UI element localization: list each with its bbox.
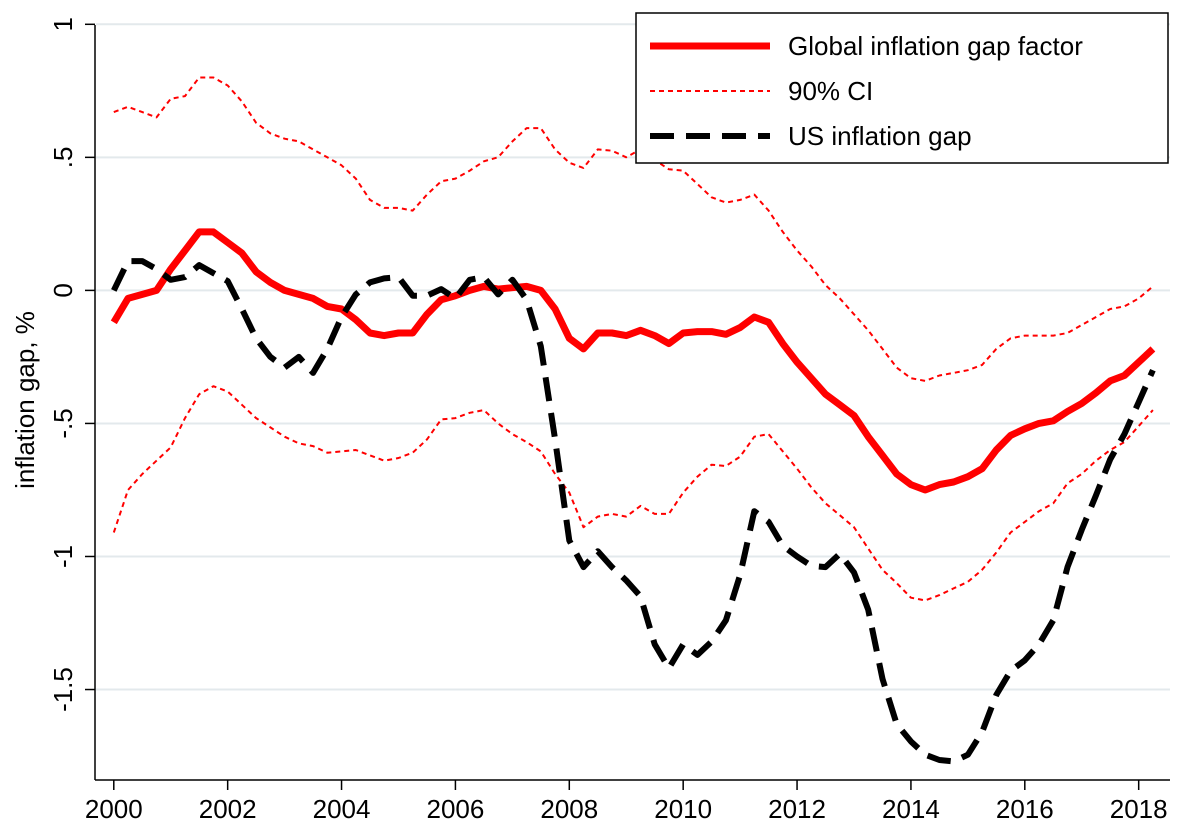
y-tick-label: -.5 (48, 408, 78, 438)
x-tick-label: 2012 (768, 794, 826, 824)
y-tick-label: 1 (48, 17, 78, 31)
x-tick-label: 2004 (313, 794, 371, 824)
x-tick-label: 2018 (1110, 794, 1168, 824)
x-tick-label: 2000 (85, 794, 143, 824)
y-axis-label: inflation gap, % (10, 311, 40, 489)
series-line (112, 385, 1154, 602)
x-tick-label: 2006 (426, 794, 484, 824)
series-line (110, 228, 1156, 494)
x-tick-label: 2016 (996, 794, 1054, 824)
y-tick-label: .5 (48, 147, 78, 169)
legend-label: Global inflation gap factor (788, 31, 1083, 61)
legend-label: US inflation gap (788, 121, 972, 151)
y-tick-label: -1 (48, 545, 78, 568)
legend-label: 90% CI (788, 76, 873, 106)
series-line (111, 258, 1156, 765)
x-tick-label: 2014 (882, 794, 940, 824)
x-tick-label: 2002 (199, 794, 257, 824)
x-tick-label: 2008 (540, 794, 598, 824)
series-line (113, 76, 1154, 382)
y-tick-label: 0 (48, 283, 78, 297)
x-tick-label: 2010 (654, 794, 712, 824)
y-tick-label: -1.5 (48, 667, 78, 712)
